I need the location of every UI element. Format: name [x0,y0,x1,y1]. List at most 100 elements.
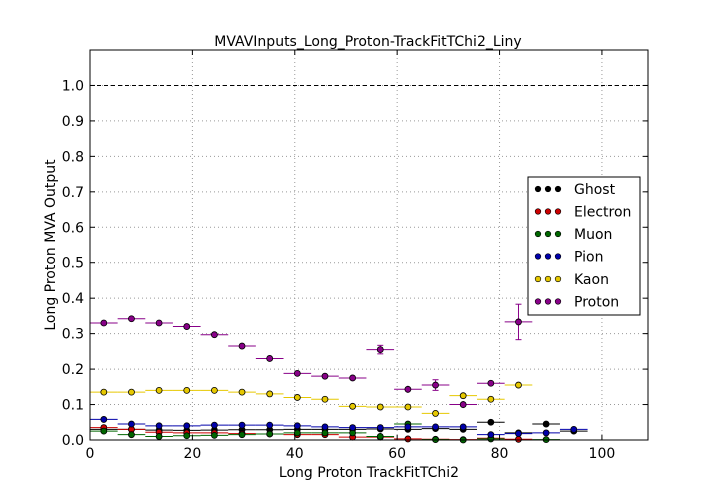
legend-marker [534,275,542,283]
legend-marker [534,230,542,238]
y-tick-label: 0.5 [62,256,84,272]
y-tick-label: 0.3 [62,327,84,343]
data-point [432,381,439,389]
axes-ticks: 0 20 40 60 80 100 0.0 0.1 0.2 0.3 0.4 0.5 0.6 0.7 0.8 0… [62,50,648,462]
data-marks [90,303,588,444]
data-point [238,388,246,396]
chart-title: MVAVInputs_Long_Proton-TrackFitTChi2_Lin… [214,34,521,50]
data-point [349,374,357,382]
data-point [266,421,274,429]
legend-box [527,176,641,316]
data-point [210,386,218,394]
y-tick-label: 1.0 [62,78,84,94]
x-tick-label: 20 [183,446,201,462]
legend-item-ghost: Ghost [534,182,616,198]
data-point [100,427,108,435]
data-point [459,392,467,400]
legend-item-pion: Pion [534,250,603,266]
data-point [404,423,412,431]
data-point [266,430,274,438]
data-point [349,424,357,431]
data-point [266,355,274,362]
series-pion [90,416,588,439]
data-point [183,386,191,394]
legend-label: Electron [574,205,631,221]
data-point [155,433,163,440]
y-tick-label: 0.7 [62,185,84,201]
data-point [570,425,578,433]
data-point [459,401,467,408]
legend: Ghost Electron Muon Pion Kaon Proton [527,176,641,316]
data-point [321,372,329,380]
series-proton [90,303,533,409]
legend-marker [554,230,562,238]
data-point [376,403,384,411]
legend-marker [544,253,552,260]
legend-marker [534,185,542,193]
legend-marker [554,208,562,215]
data-point [542,420,550,428]
legend-item-muon: Muon [534,227,612,243]
y-tick-label: 0.0 [62,433,84,449]
data-point [128,388,135,396]
y-axis-label: Long Proton MVA Output [43,159,59,331]
legend-marker [544,230,552,238]
legend-marker [554,275,562,283]
legend-item-electron: Electron [534,205,631,221]
data-point [515,435,522,443]
legend-marker [554,298,562,305]
data-point [183,432,191,440]
y-tick-label: 0.9 [62,114,84,130]
data-point [487,418,495,426]
data-point [432,423,439,431]
data-point [183,323,191,330]
legend-item-proton: Proton [534,295,619,311]
data-point [321,423,329,431]
data-point [293,422,301,430]
data-point [487,379,495,387]
data-point [542,429,550,437]
data-point [515,381,522,389]
legend-marker [534,208,542,215]
data-point [404,435,412,443]
data-point [404,403,412,411]
data-point [100,388,108,396]
plot-frame [89,49,649,441]
y-tick-label: 0.4 [62,291,84,307]
legend-label: Muon [574,227,612,243]
data-point [349,402,357,410]
x-axis-label: Long Proton TrackFitTChi2 [279,465,459,481]
legend-label: Kaon [574,272,609,288]
data-point [487,431,495,439]
data-point [128,431,135,439]
data-point [128,315,135,323]
legend-label: Ghost [574,182,616,198]
data-point [432,410,439,417]
y-tick-label: 0.6 [62,220,84,236]
data-point [293,394,301,401]
data-point [210,331,218,339]
legend-marker [544,185,552,193]
data-point [293,429,301,437]
data-point [155,386,163,394]
y-tick-label: 0.8 [62,149,84,165]
series-kaon [90,381,533,417]
x-tick-label: 40 [286,446,304,462]
data-point [321,429,329,437]
data-point [376,424,384,431]
legend-marker [544,275,552,283]
data-point [210,421,218,429]
x-tick-label: 80 [491,446,509,462]
legend-marker [534,253,542,260]
legend-marker [554,253,562,260]
x-tick-label: 100 [589,446,616,462]
data-point [487,395,495,403]
data-point [238,421,246,429]
data-point [266,390,274,398]
data-point [100,416,108,423]
data-point [100,319,108,327]
y-tick-label: 0.1 [62,398,84,414]
y-tick-label: 0.2 [62,362,84,378]
legend-label: Proton [574,295,619,311]
data-point [155,422,163,430]
